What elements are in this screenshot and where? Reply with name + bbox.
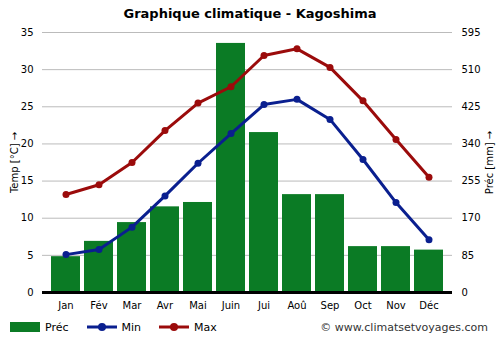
svg-text:5: 5 bbox=[27, 250, 33, 261]
svg-text:Jan: Jan bbox=[57, 300, 73, 311]
svg-text:340: 340 bbox=[462, 138, 481, 149]
svg-text:170: 170 bbox=[462, 212, 481, 223]
svg-text:85: 85 bbox=[462, 250, 475, 261]
svg-text:Mai: Mai bbox=[189, 300, 207, 311]
svg-text:Fév: Fév bbox=[90, 300, 107, 311]
svg-text:35: 35 bbox=[21, 27, 34, 38]
svg-text:255: 255 bbox=[462, 175, 481, 186]
svg-text:20: 20 bbox=[21, 138, 34, 149]
svg-text:Oct: Oct bbox=[354, 300, 371, 311]
svg-text:425: 425 bbox=[462, 101, 481, 112]
svg-text:Jui: Jui bbox=[257, 300, 270, 311]
svg-text:15: 15 bbox=[21, 175, 34, 186]
svg-text:0: 0 bbox=[27, 287, 33, 298]
svg-text:510: 510 bbox=[462, 64, 481, 75]
svg-text:25: 25 bbox=[21, 101, 34, 112]
svg-text:Avr: Avr bbox=[157, 300, 174, 311]
svg-text:Préc [mm] →: Préc [mm] → bbox=[484, 131, 495, 194]
svg-text:30: 30 bbox=[21, 64, 34, 75]
html-text:Min: Min bbox=[121, 320, 142, 334]
html-text:© www.climatsetvoyages.com: © www.climatsetvoyages.com bbox=[320, 320, 488, 334]
html-text:Max: Max bbox=[194, 320, 217, 334]
svg-text:Sep: Sep bbox=[321, 300, 340, 311]
svg-text:Déc: Déc bbox=[419, 300, 438, 311]
svg-text:0: 0 bbox=[462, 287, 468, 298]
svg-text:Mar: Mar bbox=[123, 300, 143, 311]
svg-text:Juin: Juin bbox=[221, 300, 240, 311]
svg-text:Nov: Nov bbox=[386, 300, 406, 311]
svg-text:Temp [°C] →: Temp [°C] → bbox=[9, 132, 20, 194]
html-text:Préc: Préc bbox=[45, 320, 69, 334]
html-text:Graphique climatique - Kagoshi: Graphique climatique - Kagoshima bbox=[123, 6, 377, 21]
svg-text:Aoû: Aoû bbox=[287, 300, 306, 311]
svg-text:10: 10 bbox=[21, 212, 34, 223]
svg-text:595: 595 bbox=[462, 27, 481, 38]
